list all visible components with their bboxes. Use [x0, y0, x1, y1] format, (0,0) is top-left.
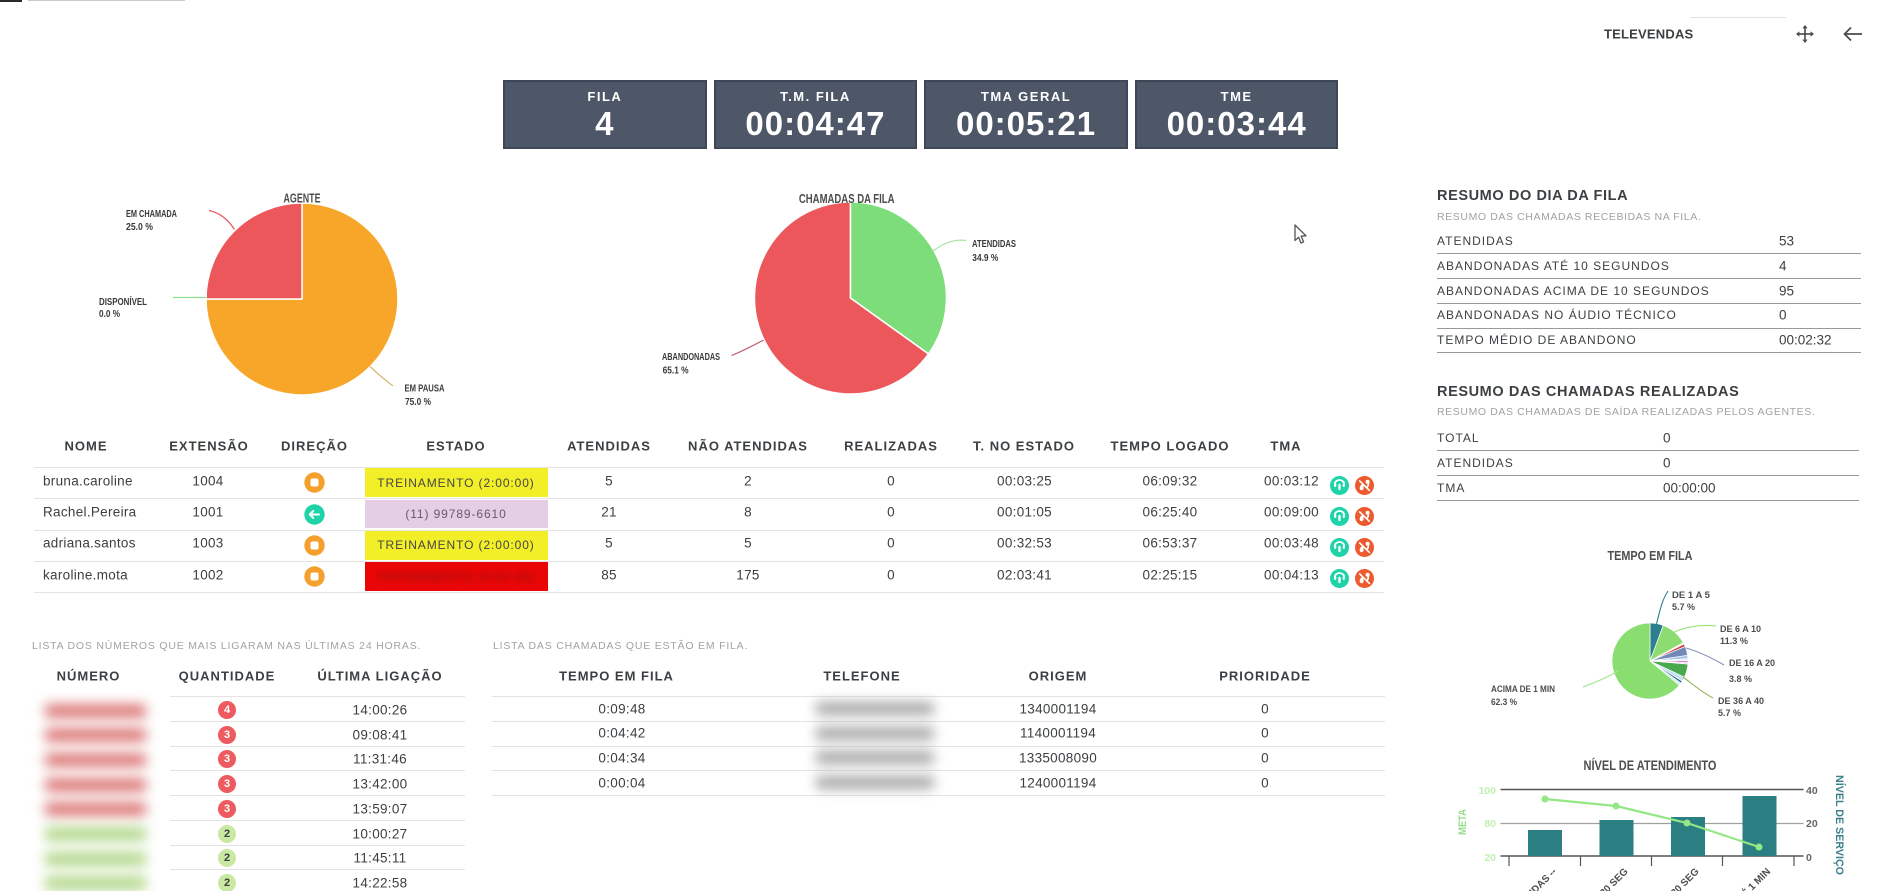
svg-text:ACIMA DE 1 MIN: ACIMA DE 1 MIN: [1491, 684, 1555, 694]
svg-text:ATÉ 20 SEG: ATÉ 20 SEG: [1581, 865, 1631, 891]
svg-text:DE 36 A 40: DE 36 A 40: [1718, 696, 1764, 706]
svg-text:34.9 %: 34.9 %: [972, 253, 998, 264]
svg-text:20: 20: [1484, 852, 1496, 864]
svg-text:AGENTE: AGENTE: [284, 191, 321, 206]
svg-text:ABANDONADAS: ABANDONADAS: [662, 352, 720, 363]
svg-text:ATENDIDAS --: ATENDIDAS --: [1504, 866, 1559, 891]
svg-text:40: 40: [1806, 785, 1818, 797]
svg-text:ATENDIDAS: ATENDIDAS: [972, 239, 1016, 250]
svg-text:META: META: [1457, 809, 1469, 835]
svg-text:5.7 %: 5.7 %: [1672, 602, 1695, 612]
svg-text:EM PAUSA: EM PAUSA: [405, 384, 445, 395]
svg-text:25.0 %: 25.0 %: [126, 222, 153, 233]
svg-text:5.7 %: 5.7 %: [1718, 708, 1741, 718]
svg-text:ATÉ 1 MIN: ATÉ 1 MIN: [1729, 865, 1773, 891]
svg-text:62.3 %: 62.3 %: [1491, 697, 1517, 707]
svg-text:TEMPO EM FILA: TEMPO EM FILA: [1608, 548, 1693, 563]
svg-text:11.3 %: 11.3 %: [1720, 636, 1748, 646]
svg-text:100: 100: [1478, 785, 1496, 797]
svg-text:EM CHAMADA: EM CHAMADA: [126, 209, 177, 220]
svg-text:80: 80: [1484, 818, 1496, 830]
svg-text:ATÉ 30 SEG: ATÉ 30 SEG: [1652, 865, 1702, 891]
svg-text:DE 6 A 10: DE 6 A 10: [1720, 624, 1761, 634]
svg-text:DE 1 A 5: DE 1 A 5: [1672, 590, 1710, 600]
svg-text:DISPONÍVEL: DISPONÍVEL: [99, 295, 147, 308]
svg-text:0.0 %: 0.0 %: [99, 309, 120, 320]
svg-text:0: 0: [1806, 852, 1812, 864]
svg-text:NÍVEL DE ATENDIMENTO: NÍVEL DE ATENDIMENTO: [1584, 757, 1717, 773]
svg-text:DE 16 A 20: DE 16 A 20: [1729, 658, 1775, 668]
svg-text:3.8 %: 3.8 %: [1729, 674, 1752, 684]
svg-text:CHAMADAS DA FILA: CHAMADAS DA FILA: [799, 191, 895, 206]
svg-text:20: 20: [1806, 818, 1818, 830]
svg-text:NÍVEL DE SERVIÇO: NÍVEL DE SERVIÇO: [1833, 775, 1846, 875]
svg-text:75.0 %: 75.0 %: [405, 397, 431, 408]
svg-text:65.1 %: 65.1 %: [663, 366, 689, 377]
